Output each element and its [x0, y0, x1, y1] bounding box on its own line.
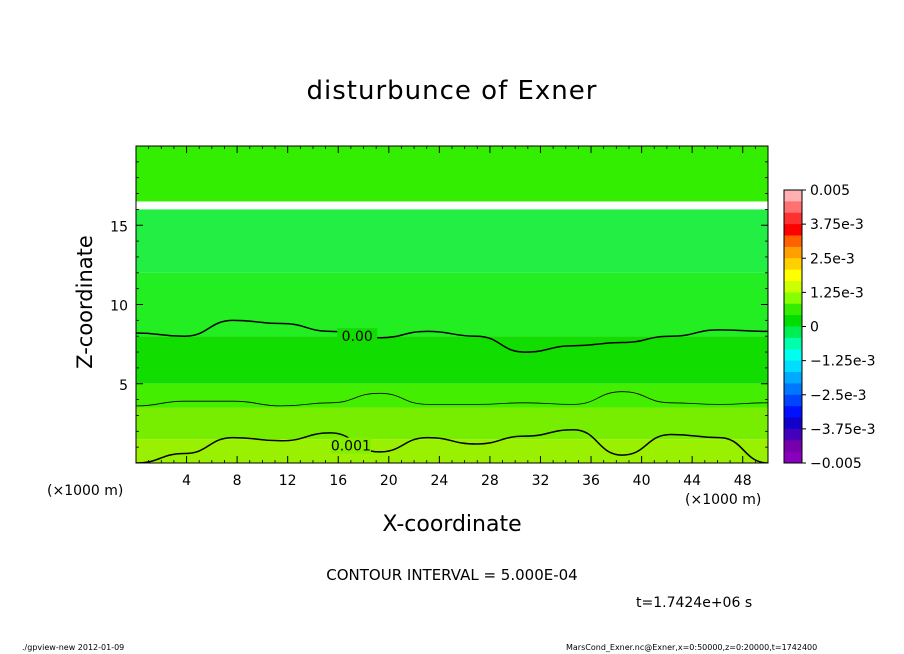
x-tick-label-0: 4 — [182, 473, 191, 489]
colorbar-swatch-10 — [784, 303, 802, 316]
x-axis-label-text: X-coordinate — [382, 512, 522, 537]
contour-lines — [136, 319, 768, 463]
x-tick-label-7: 32 — [532, 473, 550, 489]
y-tick-label-0: 5 — [119, 378, 128, 394]
colorbar-swatch-2 — [784, 212, 802, 225]
x-tick-label-6: 28 — [481, 473, 499, 489]
heatmap-band-6 — [136, 439, 768, 463]
colorbar-swatch-5 — [784, 246, 802, 259]
x-tick-label-2: 12 — [279, 473, 297, 489]
contour-label-bg-0 — [337, 328, 378, 345]
colorbar-label-0: 0.005 — [810, 183, 850, 199]
heatmap-band-4 — [136, 383, 768, 408]
contour-label-0: 0.00 — [342, 329, 373, 345]
y-tick-label-1: 10 — [110, 299, 128, 315]
colorbar-swatch-11 — [784, 315, 802, 327]
colorbar-label-2: 2.5e-3 — [810, 251, 855, 267]
heatmap-band-1 — [136, 209, 768, 273]
colorbar-swatch-3 — [784, 224, 802, 236]
colorbar-swatch-12 — [784, 326, 802, 339]
colorbar-swatch-19 — [784, 406, 802, 418]
colorbar-label-1: 3.75e-3 — [810, 217, 864, 233]
colorbar-swatch-1 — [784, 201, 802, 214]
x-axis-label: X-coordinate — [0, 512, 904, 537]
heatmap-bands — [136, 146, 768, 463]
colorbar-label-8: −0.005 — [810, 456, 862, 472]
x-axis-unit: (×1000 m) — [685, 492, 762, 508]
colorbar-swatch-0 — [784, 190, 802, 202]
footer-left-text: ./gpview-new 2012-01-09 — [22, 643, 125, 652]
colorbar-swatch-16 — [784, 372, 802, 384]
x-tick-label-11: 48 — [734, 473, 752, 489]
contour-label-bg-2 — [330, 437, 371, 454]
colorbar-swatch-4 — [784, 235, 802, 248]
colorbar-swatch-23 — [784, 451, 802, 464]
colorbar-label-3: 1.25e-3 — [810, 285, 864, 301]
heatmap-band-5 — [136, 407, 768, 440]
colorbar-swatch-18 — [784, 394, 802, 407]
x-tick-label-5: 24 — [430, 473, 448, 489]
heatmap-band-2 — [136, 272, 768, 337]
heatmap-band-3 — [136, 336, 768, 384]
colorbar-swatch-15 — [784, 360, 802, 373]
colorbar-swatch-8 — [784, 281, 802, 293]
colorbar-swatch-22 — [784, 440, 802, 453]
colorbar-label-7: −3.75e-3 — [810, 422, 875, 438]
heatmap-band-0 — [136, 146, 768, 202]
colorbar-label-5: −1.25e-3 — [810, 354, 875, 370]
colorbar-swatch-13 — [784, 337, 802, 350]
colorbar-swatch-7 — [784, 269, 802, 282]
contour-line-1 — [136, 391, 768, 407]
contour-line-2 — [136, 428, 768, 463]
x-tick-label-4: 20 — [380, 473, 398, 489]
x-tick-label-3: 16 — [329, 473, 347, 489]
colorbar-swatch-21 — [784, 428, 802, 441]
x-tick-label-10: 44 — [683, 473, 701, 489]
x-tick-label-9: 40 — [633, 473, 651, 489]
footer-right-text: MarsCond_Exner.nc@Exner,x=0:50000,z=0:20… — [566, 643, 818, 652]
y-axis-unit: (×1000 m) — [47, 483, 124, 499]
chart-title: disturbunce of Exner — [306, 76, 598, 106]
contour-interval-text: CONTOUR INTERVAL = 5.000E-04 — [326, 566, 578, 584]
contour-line-0 — [136, 319, 768, 353]
x-tick-label-1: 8 — [233, 473, 242, 489]
y-axis-label: Z-coordinate — [73, 235, 97, 369]
contour-label-2: 0.001 — [331, 439, 371, 455]
colorbar-swatch-9 — [784, 292, 802, 305]
x-tick-label-8: 36 — [582, 473, 600, 489]
y-tick-label-2: 15 — [110, 219, 128, 235]
colorbar-swatch-6 — [784, 258, 802, 271]
colorbar-swatch-20 — [784, 417, 802, 430]
colorbar: 0.005 3.75e-3 2.5e-3 1.25e-3 0 −1.25e-3 −2.5e-… — [783, 183, 875, 472]
colorbar-label-6: −2.5e-3 — [810, 388, 867, 404]
colorbar-swatch-14 — [784, 349, 802, 362]
colorbar-swatch-17 — [784, 383, 802, 396]
contour-labels: 0.00 0.001 — [330, 328, 378, 455]
colorbar-label-4: 0 — [810, 320, 819, 336]
time-stamp: t=1.7424e+06 s — [636, 595, 753, 611]
